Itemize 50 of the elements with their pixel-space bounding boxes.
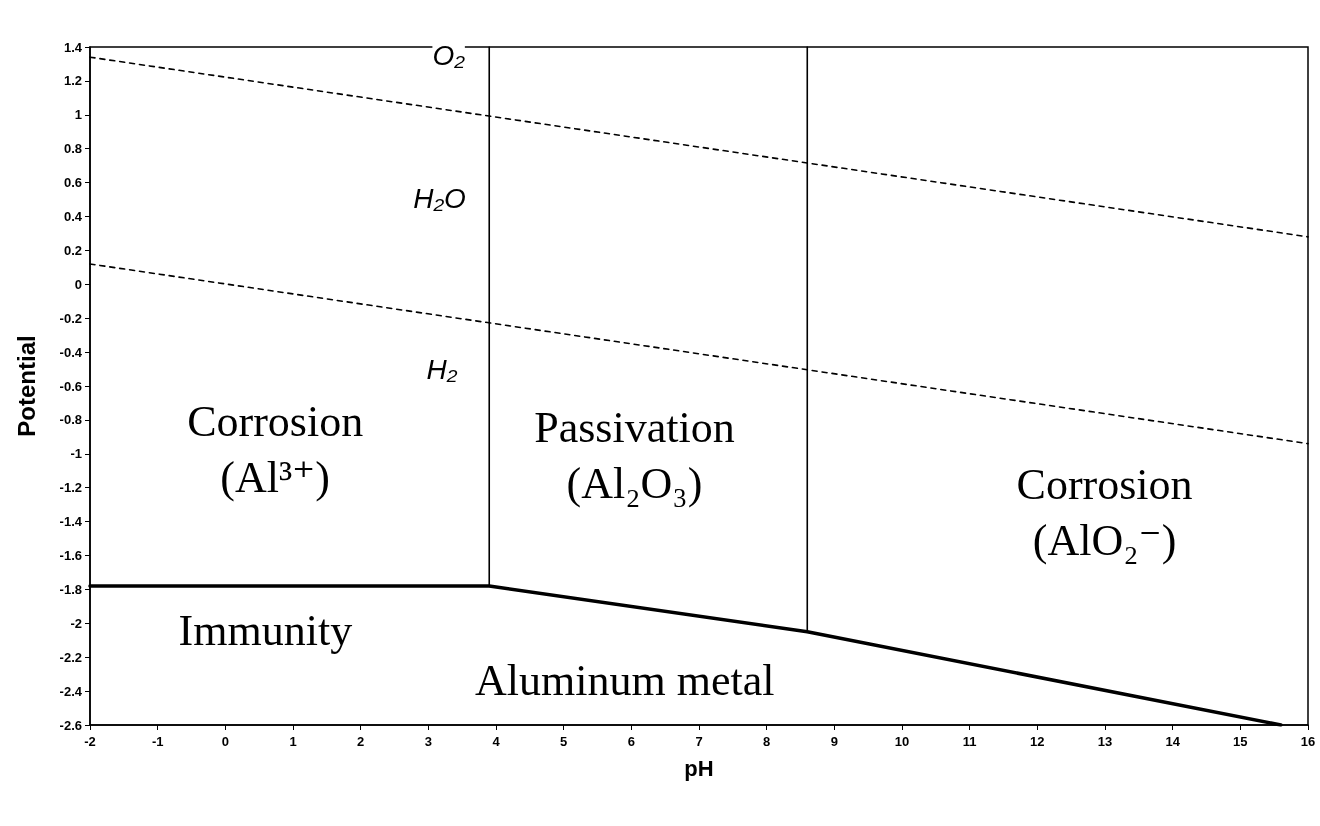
y-tick-label: 1.4 <box>63 39 83 55</box>
x-axis-title: pH <box>684 755 714 781</box>
y-tick-label: 0.4 <box>63 209 83 224</box>
x-tick-label: 13 <box>1097 734 1113 749</box>
annotation: H₂O <box>413 182 466 214</box>
y-tick-label: 1.2 <box>63 73 82 89</box>
y-tick-label: -0.8 <box>59 412 82 428</box>
y-tick-label: 0 <box>74 276 82 292</box>
x-tick-label: 1 <box>289 734 297 749</box>
y-tick-label: 0.8 <box>63 141 82 157</box>
annotation: H₂ <box>426 353 458 385</box>
y-tick-label: -2.4 <box>59 683 83 699</box>
y-tick-label: -0.6 <box>59 378 82 394</box>
x-tick-label: 14 <box>1165 734 1181 749</box>
x-tick-label: 3 <box>424 734 432 749</box>
annotation: Corrosion (Al³⁺) <box>187 397 364 503</box>
y-tick-label: -2.6 <box>59 717 82 733</box>
y-axis-title: Potential <box>12 335 40 437</box>
y-tick-label: -1.6 <box>59 548 82 563</box>
x-tick-label: 2 <box>357 734 365 749</box>
x-tick-label: 7 <box>695 734 703 749</box>
y-tick-label: -2 <box>70 615 82 631</box>
x-tick-label: 6 <box>627 734 635 749</box>
y-tick-label: -1.2 <box>59 480 82 496</box>
x-tick-label: 4 <box>492 734 501 749</box>
x-tick-label: 5 <box>560 734 568 749</box>
y-tick-label: -1.4 <box>59 514 83 530</box>
annotation: Corrosion (AlO₂⁻) <box>1016 459 1193 565</box>
y-tick-label: -1 <box>70 446 82 462</box>
annotation: Aluminum metal <box>475 655 775 705</box>
x-tick-label: 0 <box>221 734 229 749</box>
y-tick-label: -2.2 <box>59 649 82 665</box>
x-tick-label: 9 <box>830 734 838 749</box>
x-tick-label: 12 <box>1030 734 1045 749</box>
annotation: O₂ <box>432 39 466 71</box>
y-tick-label: -0.2 <box>59 310 82 326</box>
x-tick-label: 15 <box>1233 734 1248 749</box>
x-tick-label: -2 <box>84 734 96 749</box>
annotation: Immunity <box>178 605 353 655</box>
x-tick-label: 11 <box>962 734 977 749</box>
x-tick-label: 16 <box>1300 734 1316 749</box>
y-tick-label: 1 <box>74 107 82 123</box>
y-tick-label: -0.4 <box>59 344 83 360</box>
annotation: Passivation (Al₂O₃) <box>534 402 735 508</box>
y-tick-label: 0.6 <box>63 175 82 191</box>
y-tick-label: 0.2 <box>63 242 82 258</box>
y-tick-label: -1.8 <box>59 581 82 597</box>
x-tick-label: 10 <box>894 734 910 749</box>
x-tick-label: -1 <box>151 734 164 749</box>
x-tick-label: 8 <box>763 734 771 749</box>
